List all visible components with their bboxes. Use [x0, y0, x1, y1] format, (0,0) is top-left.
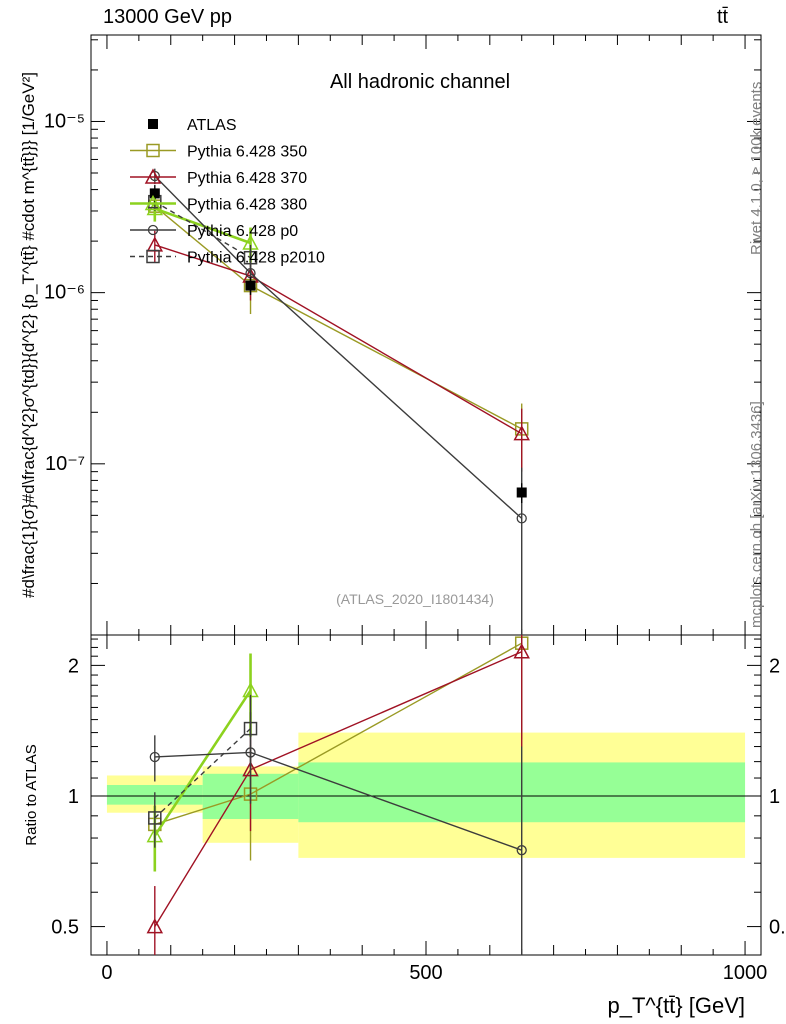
ratio-y-tick-label-left: 2: [68, 655, 79, 677]
main-point: [149, 188, 160, 199]
x-tick-label: 1000: [723, 962, 768, 984]
main-y-axis-title: #d\frac{1}{σ}#d\frac{d^{2}σ^{td}}{d^{2} …: [19, 72, 38, 598]
legend-marker: [144, 168, 162, 184]
ratio-point: [516, 845, 527, 856]
legend-item-pythia-6-428-p2010: Pythia 6.428 p2010: [130, 250, 325, 267]
x-tick-label: 500: [409, 962, 442, 984]
main-series-pythia-6-428-p2010: [148, 193, 258, 274]
x-axis-title: p_T^{tt̄} [GeV]: [607, 993, 745, 1018]
ratio-point: [149, 751, 160, 763]
x-tick-label: 0: [101, 962, 112, 984]
energy-label: 13000 GeV pp: [103, 6, 232, 28]
mcplots-reference-label: mcplots.cern.ch [arXiv:1306.3436]: [748, 401, 765, 628]
ratio-y-tick-label-right: 2: [769, 655, 780, 677]
legend-item-pythia-6-428-380: Pythia 6.428 380: [130, 194, 307, 214]
legend-marker: [146, 249, 160, 264]
analysis-watermark: (ATLAS_2020_I1801434): [336, 591, 494, 607]
legend-marker: [147, 224, 159, 236]
legend-marker: [148, 119, 158, 129]
ratio-point: [146, 918, 164, 934]
main-line-pythia-6-428-p2010: [154, 201, 251, 259]
ratio-y-tick-label-left: 1: [68, 786, 79, 808]
legend-label: Pythia 6.428 380: [187, 197, 307, 214]
main-chart-title: All hadronic channel: [330, 71, 510, 93]
main-point: [243, 250, 258, 265]
legend-label: Pythia 6.428 350: [187, 144, 307, 161]
ratio-line-pythia-6-428-380: [153, 689, 252, 837]
legend-item-pythia-6-428-350: Pythia 6.428 350: [130, 144, 307, 161]
main-point: [516, 487, 527, 498]
ratio-y-axis-title: Ratio to ATLAS: [23, 744, 40, 845]
ratio-point: [148, 811, 162, 825]
legend-item-atlas: ATLAS: [148, 117, 237, 134]
legend-label: ATLAS: [187, 117, 237, 134]
legend: ATLAS Pythia 6.428 350 Pythia 6.428 370 Pyt…: [130, 117, 325, 267]
legend-item-pythia-6-428-p0: Pythia 6.428 p0: [130, 223, 298, 240]
main-point: [513, 425, 530, 441]
main-y-tick-label: 10⁻⁷: [45, 453, 85, 475]
rivet-version-label: Rivet 4.1.0, ≥ 100k events: [748, 81, 765, 255]
legend-label: Pythia 6.428 p0: [187, 223, 298, 240]
main-series-pythia-6-428-370: [146, 230, 530, 472]
ratio-point: [243, 721, 258, 736]
main-point: [245, 280, 256, 291]
ratio-y-tick-label-right: 1: [769, 786, 780, 808]
legend-marker: [146, 143, 160, 158]
ratio-y-tick-label-right: 0.5: [769, 917, 786, 939]
main-y-tick-label: 10⁻⁶: [44, 282, 85, 304]
main-line-pythia-6-428-380: [154, 207, 251, 245]
legend-item-pythia-6-428-370: Pythia 6.428 370: [130, 168, 307, 187]
ratio-line-pythia-6-428-p2010: [154, 728, 252, 819]
main-y-tick-label: 10⁻⁵: [44, 110, 85, 132]
legend-marker: [144, 194, 162, 211]
main-line-pythia-6-428-370: [154, 244, 523, 435]
ratio-series-pythia-6-428-p2010: [148, 694, 258, 848]
ratio-y-tick-label-left: 0.5: [51, 917, 79, 939]
legend-label: Pythia 6.428 370: [187, 170, 307, 187]
main-point: [516, 513, 527, 524]
legend-label: Pythia 6.428 p2010: [187, 250, 325, 267]
ratio-point: [513, 643, 530, 659]
process-label: tt̄: [717, 6, 729, 28]
